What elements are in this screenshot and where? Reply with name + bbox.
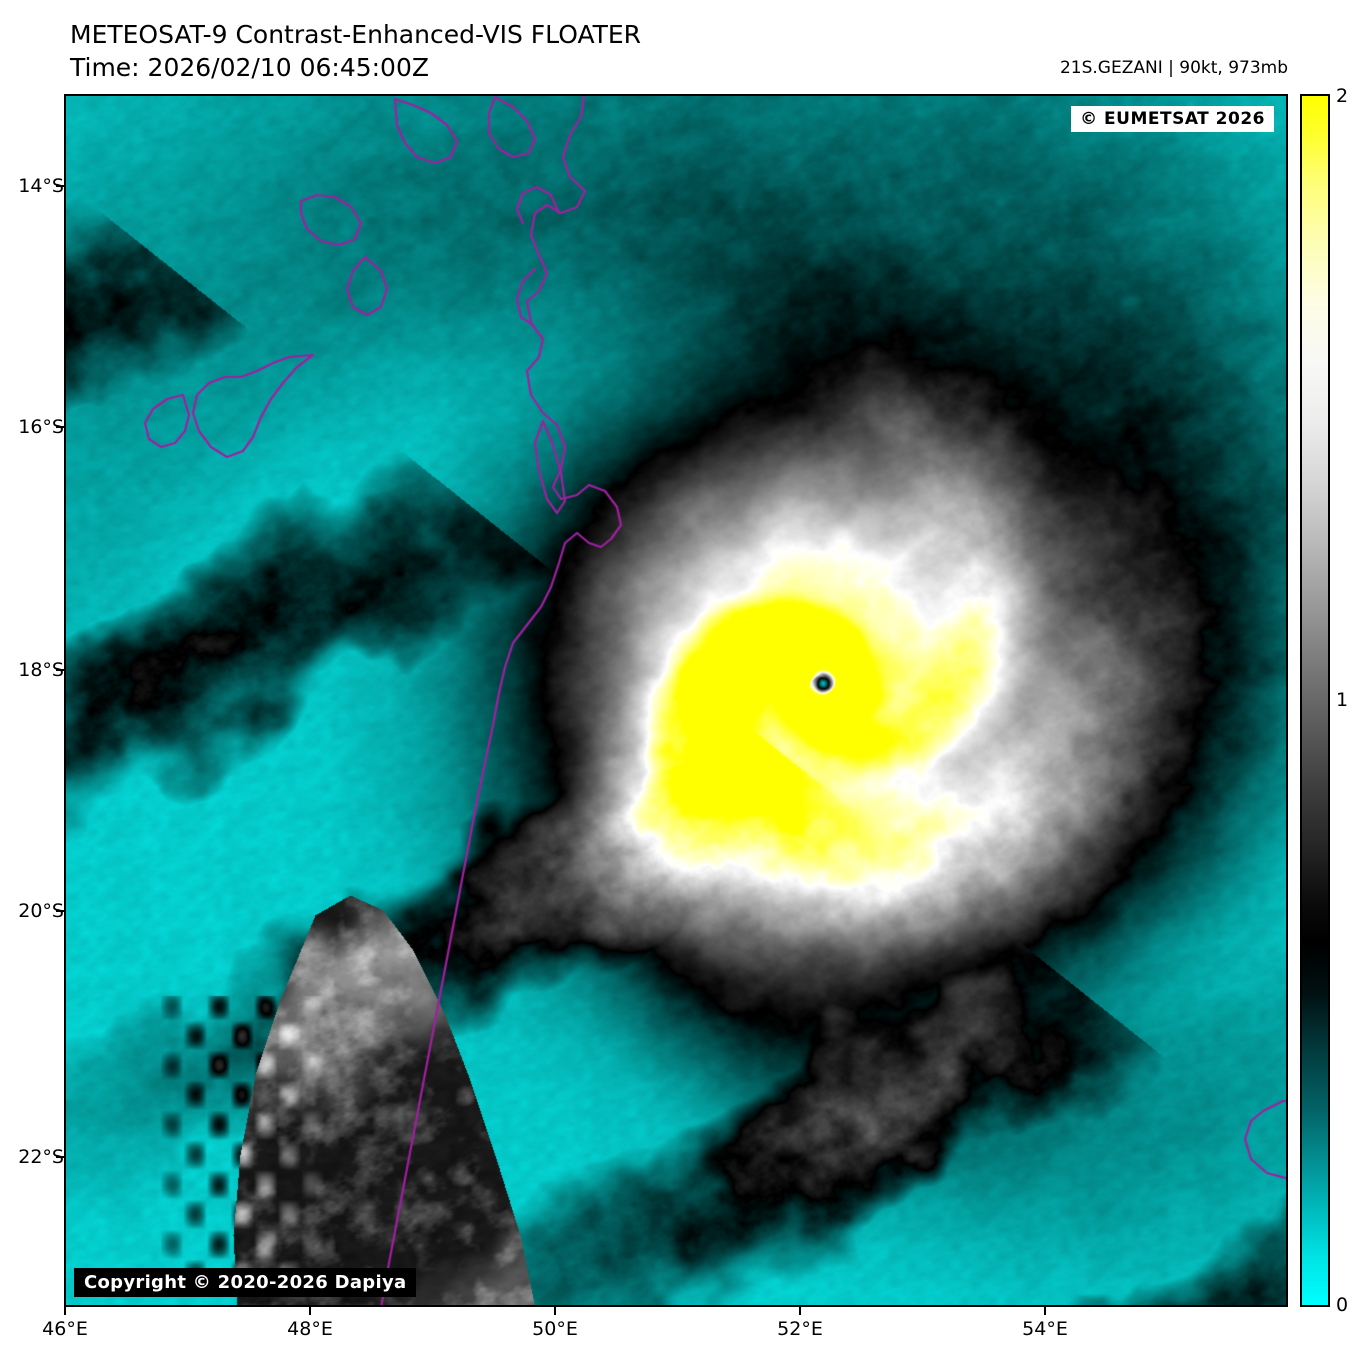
y-tick-mark bbox=[56, 1156, 64, 1158]
x-tick-label-4: 54°E bbox=[1022, 1318, 1068, 1340]
x-tick-mark bbox=[554, 1307, 556, 1315]
timestamp-label: Time: 2026/02/10 06:45:00Z bbox=[70, 53, 429, 82]
y-tick-mark bbox=[56, 910, 64, 912]
dapiya-copyright-badge: Copyright © 2020-2026 Dapiya bbox=[74, 1268, 417, 1297]
colorbar-tick-0: 0 bbox=[1336, 1294, 1349, 1316]
x-tick-label-3: 52°E bbox=[777, 1318, 823, 1340]
product-title: METEOSAT-9 Contrast-Enhanced-VIS FLOATER bbox=[70, 20, 642, 49]
storm-info-label: 21S.GEZANI | 90kt, 973mb bbox=[1059, 58, 1288, 78]
x-tick-mark bbox=[309, 1307, 311, 1315]
x-tick-label-0: 46°E bbox=[42, 1318, 88, 1340]
y-tick-label-1: 16°S bbox=[18, 416, 64, 438]
eumetsat-copyright-badge: © EUMETSAT 2026 bbox=[1071, 106, 1274, 132]
y-tick-mark bbox=[56, 669, 64, 671]
y-tick-label-0: 14°S bbox=[18, 175, 64, 197]
page-title: METEOSAT-9 Contrast-Enhanced-VIS FLOATER… bbox=[70, 18, 641, 84]
colorbar bbox=[1300, 94, 1330, 1307]
y-tick-label-3: 20°S bbox=[18, 900, 64, 922]
y-tick-label-2: 18°S bbox=[18, 659, 64, 681]
x-tick-mark bbox=[1044, 1307, 1046, 1315]
y-tick-mark bbox=[56, 185, 64, 187]
y-tick-mark bbox=[56, 426, 64, 428]
y-tick-label-4: 22°S bbox=[18, 1146, 64, 1168]
x-tick-mark bbox=[799, 1307, 801, 1315]
satellite-imagery-canvas bbox=[66, 96, 1286, 1305]
colorbar-tick-2: 2 bbox=[1336, 85, 1349, 107]
x-tick-label-1: 48°E bbox=[287, 1318, 333, 1340]
satellite-image-plot[interactable]: © EUMETSAT 2026 Copyright © 2020-2026 Da… bbox=[64, 94, 1288, 1307]
colorbar-tick-1: 1 bbox=[1336, 689, 1349, 711]
x-tick-label-2: 50°E bbox=[532, 1318, 578, 1340]
x-tick-mark bbox=[64, 1307, 66, 1315]
